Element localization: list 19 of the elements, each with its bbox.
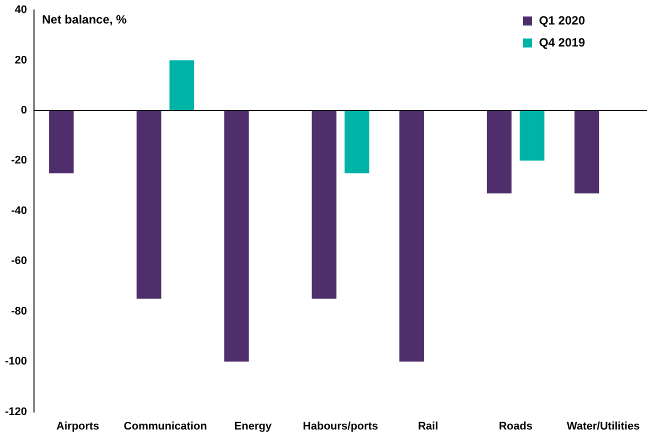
y-axis-title: Net balance, %	[42, 12, 128, 26]
y-tick-label: 0	[20, 104, 28, 116]
x-tick-label: Roads	[498, 420, 532, 432]
x-tick-label: Communication	[124, 420, 208, 432]
x-tick-label: Habours/ports	[302, 420, 378, 432]
y-tick-label: -100	[4, 356, 28, 368]
y-tick-label: -80	[11, 305, 28, 318]
y-tick-label: 20	[14, 54, 28, 66]
y-tick-label: -60	[11, 255, 28, 268]
y-tick-label: -20	[11, 154, 28, 167]
x-tick-label: Water/Utilities	[566, 420, 640, 432]
x-tick-label: Rail	[418, 420, 438, 432]
x-tick-label: Energy	[234, 420, 272, 432]
x-tick-label: Airports	[56, 420, 100, 432]
y-tick-label: 40	[14, 4, 28, 16]
y-tick-label: -120	[4, 406, 28, 418]
y-tick-label: -40	[11, 204, 28, 217]
legend-label: Q4 2019	[538, 35, 586, 50]
legend-label: Q1 2020	[538, 13, 586, 28]
